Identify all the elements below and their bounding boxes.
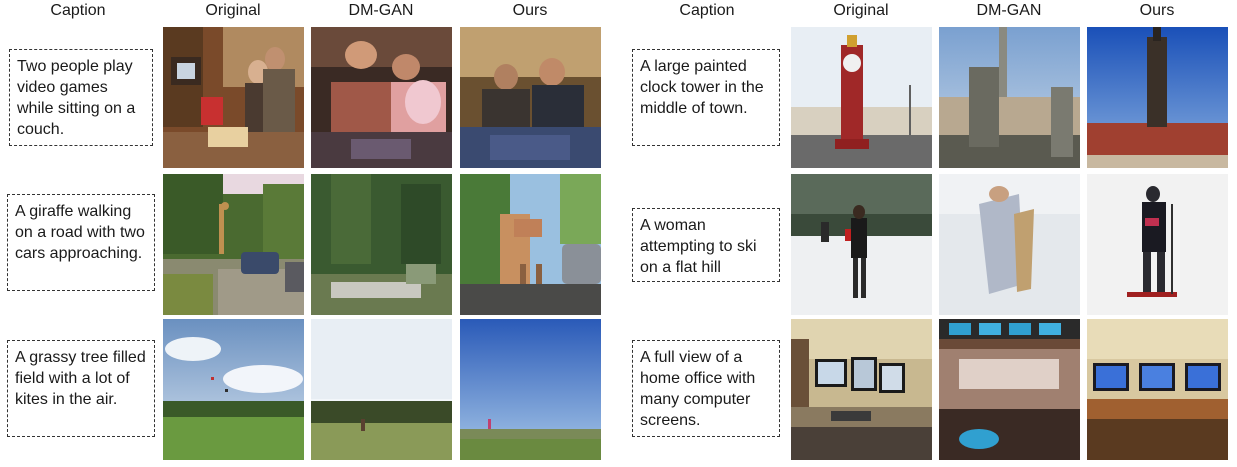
caption-box: A full view of a home office with many c…	[632, 340, 780, 437]
caption-header-right: Caption	[679, 2, 735, 19]
dmgan-image	[311, 27, 452, 168]
original-image	[163, 27, 304, 168]
caption-text: A giraffe walking on a road with two car…	[15, 203, 145, 262]
dmgan-image	[939, 319, 1080, 460]
dmgan-image	[939, 174, 1080, 315]
dmgan-image	[311, 319, 452, 460]
ours-header-left: Ours	[512, 2, 548, 19]
caption-box: A giraffe walking on a road with two car…	[7, 194, 155, 291]
ours-image	[460, 319, 601, 460]
ours-header-right: Ours	[1139, 2, 1175, 19]
original-image	[163, 319, 304, 460]
dmgan-header-left: DM-GAN	[348, 2, 414, 19]
caption-text: Two people play video games while sittin…	[17, 58, 136, 138]
ours-image	[1087, 27, 1228, 168]
caption-text: A grassy tree filled field with a lot of…	[15, 349, 146, 408]
caption-box: Two people play video games while sittin…	[9, 49, 153, 146]
ours-image	[1087, 319, 1228, 460]
caption-text: A large painted clock tower in the middl…	[640, 58, 764, 117]
caption-header-left: Caption	[50, 2, 106, 19]
caption-box: A large painted clock tower in the middl…	[632, 49, 780, 146]
caption-text: A woman attempting to ski on a flat hill	[640, 217, 757, 276]
caption-box: A woman attempting to ski on a flat hill	[632, 208, 780, 282]
dmgan-image	[939, 27, 1080, 168]
original-image	[791, 174, 932, 315]
ours-image	[460, 27, 601, 168]
original-header-left: Original	[205, 2, 261, 19]
original-image	[791, 319, 932, 460]
ours-image	[1087, 174, 1228, 315]
ours-image	[460, 174, 601, 315]
original-image	[163, 174, 304, 315]
original-image	[791, 27, 932, 168]
dmgan-image	[311, 174, 452, 315]
caption-text: A full view of a home office with many c…	[640, 349, 756, 429]
dmgan-header-right: DM-GAN	[976, 2, 1042, 19]
caption-box: A grassy tree filled field with a lot of…	[7, 340, 155, 437]
original-header-right: Original	[833, 2, 889, 19]
